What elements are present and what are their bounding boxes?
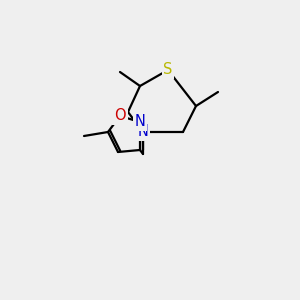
- Text: O: O: [114, 109, 126, 124]
- Text: S: S: [163, 62, 173, 77]
- Text: N: N: [138, 124, 148, 140]
- Text: N: N: [135, 115, 146, 130]
